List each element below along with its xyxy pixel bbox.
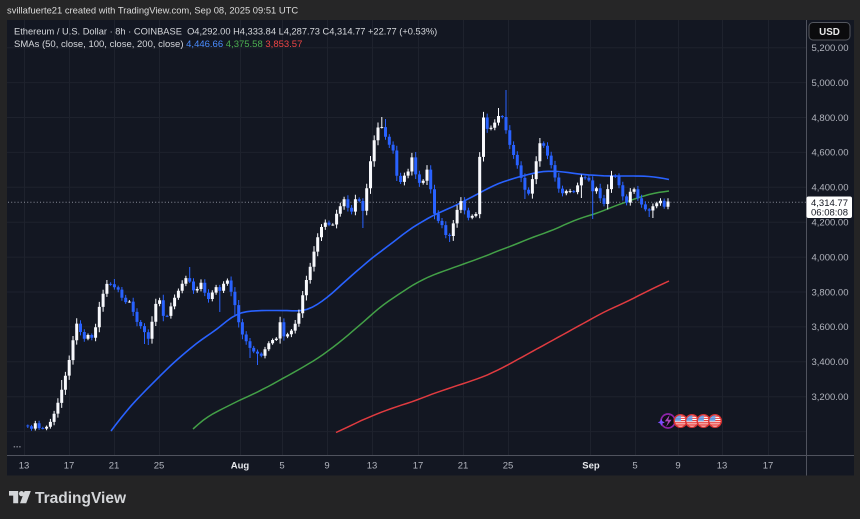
- svg-text:TradingView: TradingView: [35, 490, 127, 507]
- svg-text:4,200.00: 4,200.00: [812, 218, 849, 229]
- svg-text:Ethereum / U.S. Dollar · 8h ·: Ethereum / U.S. Dollar · 8h · COINBASE O…: [14, 26, 437, 36]
- svg-text:5: 5: [632, 461, 637, 472]
- svg-text:17: 17: [763, 461, 774, 472]
- svg-text:Sep: Sep: [582, 461, 600, 472]
- svg-text:06:08:08: 06:08:08: [811, 208, 848, 219]
- svg-text:svillafuerte21 created with Tr: svillafuerte21 created with TradingView.…: [7, 4, 298, 15]
- svg-text:21: 21: [109, 461, 120, 472]
- svg-text:4,800.00: 4,800.00: [812, 113, 849, 124]
- svg-text:...: ...: [13, 440, 22, 451]
- svg-text:17: 17: [413, 461, 424, 472]
- svg-text:Aug: Aug: [231, 461, 250, 472]
- svg-text:21: 21: [458, 461, 469, 472]
- svg-text:5,200.00: 5,200.00: [812, 43, 849, 54]
- svg-text:3,400.00: 3,400.00: [812, 357, 849, 368]
- svg-text:4,400.00: 4,400.00: [812, 183, 849, 194]
- svg-text:13: 13: [367, 461, 378, 472]
- svg-text:9: 9: [324, 461, 329, 472]
- svg-text:4,000.00: 4,000.00: [812, 252, 849, 263]
- svg-text:3,200.00: 3,200.00: [812, 392, 849, 403]
- svg-text:5,000.00: 5,000.00: [812, 78, 849, 89]
- svg-text:13: 13: [717, 461, 728, 472]
- svg-text:4,600.00: 4,600.00: [812, 148, 849, 159]
- svg-text:5: 5: [279, 461, 284, 472]
- svg-text:4,314.77: 4,314.77: [811, 198, 848, 209]
- svg-text:13: 13: [19, 461, 30, 472]
- svg-text:3,600.00: 3,600.00: [812, 322, 849, 333]
- svg-text:25: 25: [503, 461, 514, 472]
- svg-text:SMAs (50, close, 100, close, 2: SMAs (50, close, 100, close, 200, close)…: [14, 39, 302, 50]
- svg-text:25: 25: [154, 461, 165, 472]
- svg-text:17: 17: [64, 461, 75, 472]
- svg-text:3,800.00: 3,800.00: [812, 287, 849, 298]
- svg-text:USD: USD: [819, 27, 840, 38]
- svg-text:9: 9: [675, 461, 680, 472]
